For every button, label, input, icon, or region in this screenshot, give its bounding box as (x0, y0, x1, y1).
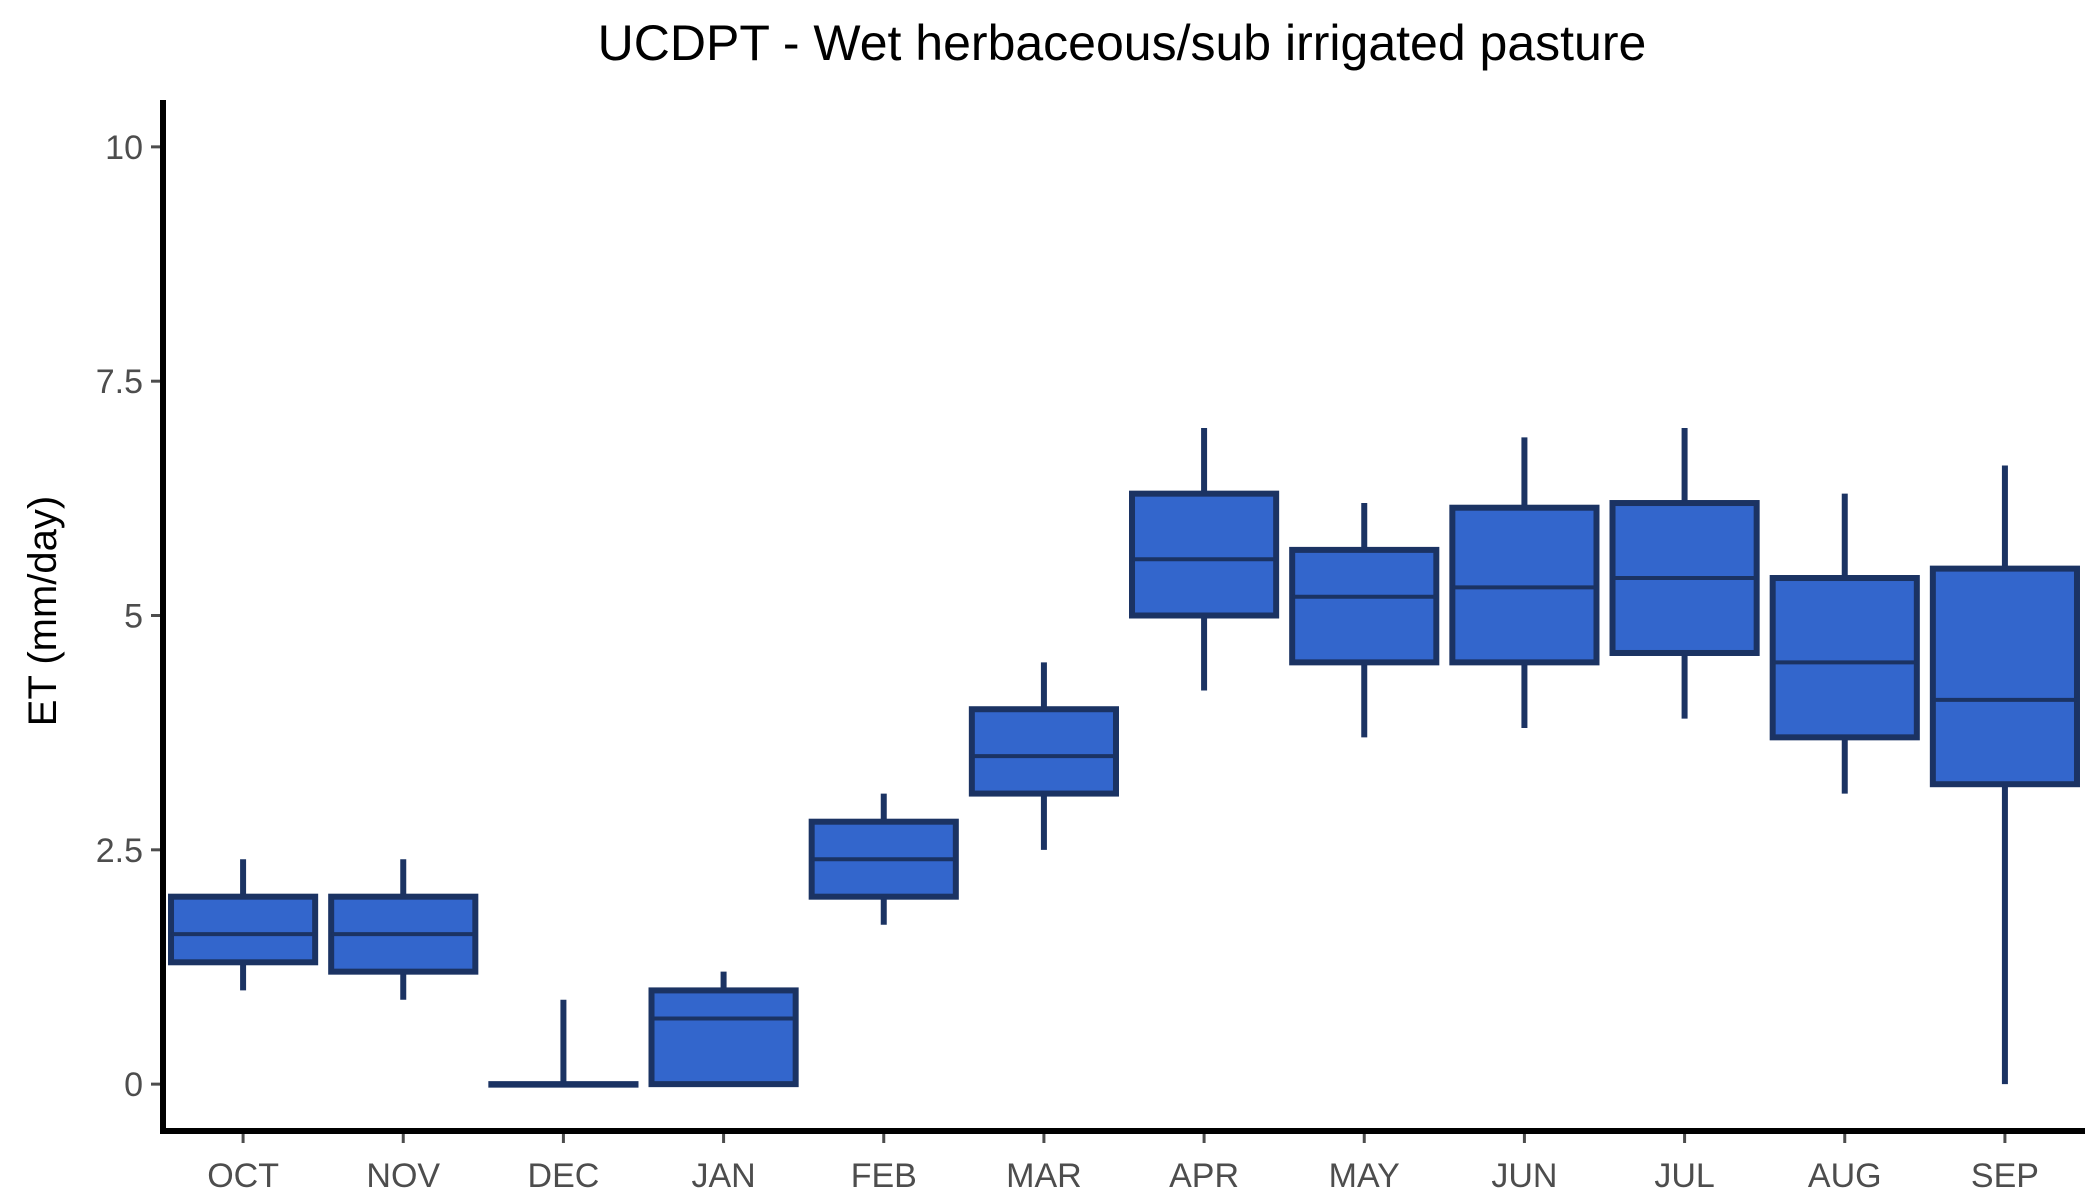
x-axis-ticks: OCT NOV DEC JAN FEB MAR APR MAY JUN JUL AUG SEP (207, 1131, 2039, 1195)
box-aug (1769, 493, 1920, 794)
box-apr (1129, 428, 1280, 691)
box-feb (808, 793, 959, 925)
y-tick-label: 5 (124, 598, 143, 636)
box-may (1289, 503, 1440, 738)
y-axis-ticks: 0 2.5 5 7.5 10 (96, 129, 163, 1104)
box-oct (168, 859, 319, 991)
x-tick-label: JAN (691, 1157, 755, 1195)
x-tick-label: JUL (1654, 1157, 1714, 1195)
x-tick-label: OCT (207, 1157, 279, 1195)
box-mar (968, 662, 1119, 850)
box-series (168, 428, 2080, 1088)
box-nov (328, 859, 479, 1000)
y-tick-label: 10 (105, 129, 143, 167)
box-sep (1929, 465, 2080, 1085)
x-tick-label: MAY (1329, 1157, 1400, 1195)
x-tick-label: JUN (1491, 1157, 1557, 1195)
x-tick-label: NOV (366, 1157, 440, 1195)
box-jan (648, 971, 799, 1088)
y-tick-label: 0 (124, 1066, 143, 1104)
box-body (1929, 565, 2080, 788)
box-jul (1609, 428, 1760, 719)
x-tick-label: SEP (1971, 1157, 2039, 1195)
box-body (1289, 546, 1440, 666)
chart-title: UCDPT - Wet herbaceous/sub irrigated pas… (598, 15, 1647, 71)
y-tick-label: 7.5 (96, 363, 143, 401)
box-body (1449, 504, 1600, 666)
box-dec (488, 999, 639, 1088)
x-tick-label: DEC (528, 1157, 600, 1195)
y-axis-title: ET (mm/day) (21, 496, 65, 726)
box-body (648, 987, 799, 1088)
y-tick-label: 2.5 (96, 832, 143, 870)
x-tick-label: APR (1169, 1157, 1239, 1195)
x-tick-label: FEB (851, 1157, 917, 1195)
x-tick-label: MAR (1006, 1157, 1082, 1195)
box-body (168, 893, 319, 966)
x-tick-label: AUG (1808, 1157, 1882, 1195)
box-body (968, 706, 1119, 797)
box-body (1129, 490, 1280, 619)
box-jun (1449, 437, 1600, 728)
box-body (1769, 575, 1920, 741)
